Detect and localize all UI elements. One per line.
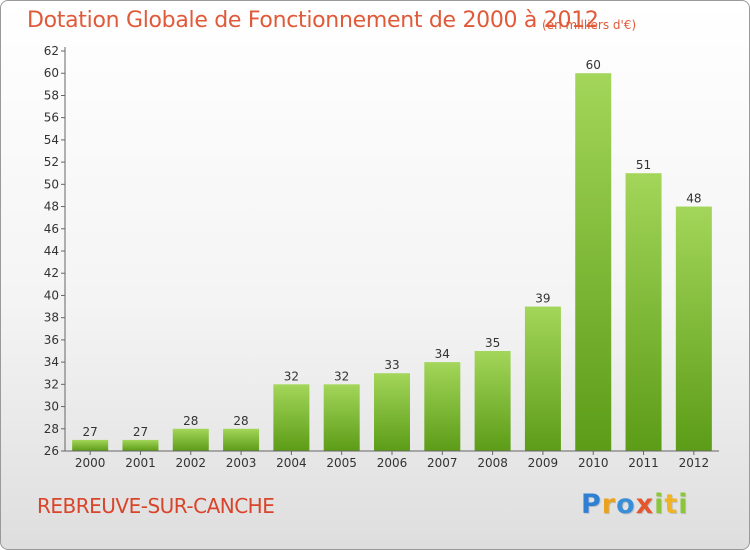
x-tick-label-2003: 2003	[226, 456, 257, 470]
x-tick-label-2008: 2008	[477, 456, 508, 470]
data-label-2005: 32	[334, 369, 349, 383]
x-axis: 2000 2001 2002 2003 2004 2005 2006 2007 2008 2009…	[65, 450, 719, 470]
chart-title: Dotation Globale de Fonctionnement de 20…	[27, 8, 599, 33]
y-tick-label: 42	[44, 266, 59, 280]
data-label-2002: 28	[183, 414, 198, 428]
y-tick-label: 60	[44, 66, 59, 80]
bar-2008	[474, 351, 511, 451]
bar-2002	[172, 428, 209, 451]
data-label-2007: 34	[435, 347, 450, 361]
y-tick-label: 52	[44, 155, 59, 169]
y-tick-label: 30	[44, 400, 59, 414]
x-tick-label-2007: 2007	[427, 456, 458, 470]
data-label-2011: 51	[636, 158, 651, 172]
x-tick-label-2006: 2006	[377, 456, 408, 470]
data-label-2000: 27	[83, 425, 98, 439]
y-tick-label: 40	[44, 288, 59, 302]
y-tick-label: 58	[44, 88, 59, 102]
bar-2003	[223, 428, 260, 451]
x-tick-label-2004: 2004	[276, 456, 307, 470]
x-tick-label-2009: 2009	[528, 456, 559, 470]
bar-2001	[122, 439, 159, 451]
x-tick-label-2002: 2002	[175, 456, 206, 470]
x-tick-label-2000: 2000	[75, 456, 106, 470]
y-tick-label: 56	[44, 111, 59, 125]
x-tick-label-2010: 2010	[578, 456, 609, 470]
y-tick-label: 34	[44, 355, 59, 369]
y-tick-label: 62	[44, 44, 59, 58]
bars: 27 27 28 28 32 32 33 34 35 39 60 51 48	[72, 58, 712, 451]
x-tick-label-2001: 2001	[125, 456, 156, 470]
x-tick-label-2011: 2011	[628, 456, 659, 470]
bar-2006	[374, 373, 410, 451]
x-tick-label-2012: 2012	[679, 456, 710, 470]
data-label-2004: 32	[284, 369, 299, 383]
data-label-2006: 33	[384, 358, 399, 372]
bar-2009	[524, 306, 561, 451]
bar-2000	[72, 439, 109, 451]
bar-2005	[323, 384, 360, 451]
data-label-2010: 60	[586, 58, 601, 72]
y-tick-label: 48	[44, 200, 59, 214]
data-label-2003: 28	[233, 414, 248, 428]
bar-2011	[625, 173, 662, 451]
bar-2007	[424, 362, 461, 451]
y-tick-label: 32	[44, 377, 59, 391]
y-tick-label: 54	[44, 133, 59, 147]
chart-subtitle: (en milliers d'€)	[542, 18, 637, 32]
y-tick-label: 46	[44, 222, 59, 236]
bar-2012	[675, 206, 712, 451]
y-tick-label: 26	[44, 444, 59, 458]
y-tick-label: 50	[44, 177, 59, 191]
data-label-2012: 48	[686, 192, 701, 206]
bar-2010	[575, 73, 612, 451]
data-label-2001: 27	[133, 425, 148, 439]
data-label-2008: 35	[485, 336, 500, 350]
y-tick-label: 44	[44, 244, 59, 258]
x-tick-label-2005: 2005	[326, 456, 357, 470]
y-tick-label: 36	[44, 333, 59, 347]
data-label-2009: 39	[535, 292, 550, 306]
commune-name: REBREUVE-SUR-CANCHE	[37, 494, 275, 518]
proxiti-logo[interactable]: Proxiti	[581, 489, 689, 520]
y-axis: 26 28 30 32 34 36 38 40 42 44 46 48 50 52 54 56 58 60 62	[44, 44, 66, 458]
y-tick-label: 28	[44, 422, 59, 436]
y-tick-label: 38	[44, 311, 59, 325]
bar-2004	[273, 384, 310, 451]
